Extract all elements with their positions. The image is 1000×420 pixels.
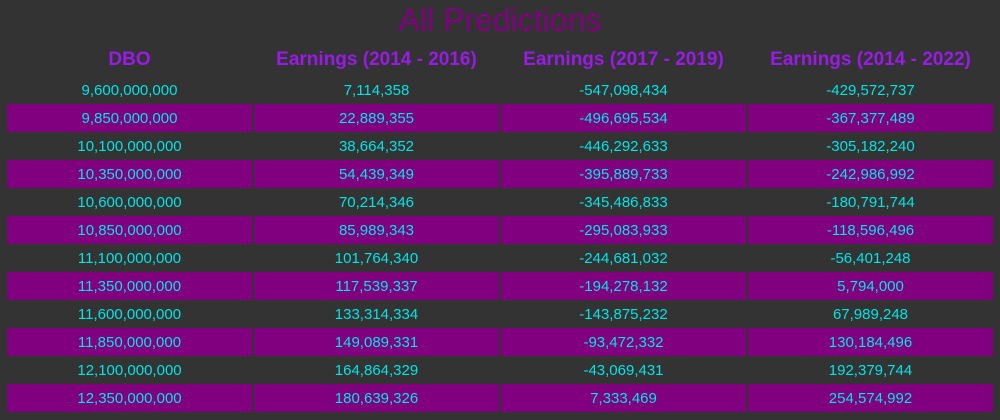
earnings-2017-2019-cell: -496,695,534 (501, 104, 746, 132)
earnings-2014-2022-cell: 67,989,248 (832, 305, 909, 323)
table-header: DBO Earnings (2014 - 2016) Earnings (201… (7, 44, 993, 76)
earnings-2014-2016-cell: 133,314,334 (334, 305, 419, 323)
table-row: 12,100,000,000 164,864,329 -43,069,431 192,… (7, 356, 993, 384)
earnings-2017-2019-cell: -93,472,332 (501, 328, 746, 356)
earnings-2014-2016-cell: 117,539,337 (254, 272, 499, 300)
table-row: 10,350,000,000 54,439,349 -395,889,733 -242… (7, 160, 993, 188)
predictions-table: DBO Earnings (2014 - 2016) Earnings (201… (5, 44, 995, 412)
dbo-cell: 12,350,000,000 (7, 384, 252, 412)
earnings-2017-2019-cell: 7,333,469 (501, 384, 746, 412)
dbo-cell: 11,350,000,000 (7, 272, 252, 300)
earnings-2014-2022-cell: -305,182,240 (826, 137, 915, 155)
table-row: 11,100,000,000 101,764,340 -244,681,032 -56… (7, 244, 993, 272)
earnings-2014-2022-cell: -429,572,737 (826, 81, 915, 99)
dbo-cell: 10,850,000,000 (7, 216, 252, 244)
earnings-2014-2016-cell: 101,764,340 (334, 249, 419, 267)
table-row: 12,350,000,000 180,639,326 7,333,469 254,57… (7, 384, 993, 412)
earnings-2014-2022-cell: 254,574,992 (748, 384, 993, 412)
header-row: DBO Earnings (2014 - 2016) Earnings (201… (7, 44, 993, 76)
table-row: 9,600,000,000 7,114,358 -547,098,434 -429,5… (7, 76, 993, 104)
column-header-dbo: DBO (108, 49, 151, 70)
earnings-2017-2019-cell: -295,083,933 (501, 216, 746, 244)
dbo-cell: 10,600,000,000 (77, 193, 182, 211)
earnings-2017-2019-cell: -446,292,633 (579, 137, 668, 155)
predictions-table-container: DBO Earnings (2014 - 2016) Earnings (201… (5, 44, 995, 412)
dbo-cell: 10,100,000,000 (77, 137, 182, 155)
table-row: 10,850,000,000 85,989,343 -295,083,933 -118… (7, 216, 993, 244)
table-row: 11,350,000,000 117,539,337 -194,278,132 5,7… (7, 272, 993, 300)
dbo-cell: 11,100,000,000 (77, 249, 182, 267)
table-row: 10,600,000,000 70,214,346 -345,486,833 -180… (7, 188, 993, 216)
table-row: 11,600,000,000 133,314,334 -143,875,232 67,… (7, 300, 993, 328)
earnings-2014-2022-cell: 192,379,744 (828, 361, 913, 379)
earnings-2014-2016-cell: 7,114,358 (343, 81, 410, 99)
earnings-2014-2016-cell: 38,664,352 (338, 137, 415, 155)
earnings-2014-2022-cell: -118,596,496 (748, 216, 993, 244)
table-row: 11,850,000,000 149,089,331 -93,472,332 130,… (7, 328, 993, 356)
earnings-2014-2016-cell: 22,889,355 (254, 104, 499, 132)
table-row: 9,850,000,000 22,889,355 -496,695,534 -367,… (7, 104, 993, 132)
page-title: All Predictions (398, 2, 602, 38)
earnings-2017-2019-cell: -395,889,733 (501, 160, 746, 188)
column-header-earnings-2017-2019: Earnings (2017 - 2019) (523, 49, 724, 70)
earnings-2014-2022-cell: 130,184,496 (748, 328, 993, 356)
earnings-2017-2019-cell: -244,681,032 (579, 249, 668, 267)
table-body: 9,600,000,000 7,114,358 -547,098,434 -429,5… (7, 76, 993, 412)
earnings-2014-2016-cell: 180,639,326 (254, 384, 499, 412)
dbo-cell: 12,100,000,000 (77, 361, 182, 379)
dbo-cell: 11,600,000,000 (77, 305, 182, 323)
earnings-2014-2022-cell: -242,986,992 (748, 160, 993, 188)
table-row: 10,100,000,000 38,664,352 -446,292,633 -305… (7, 132, 993, 160)
dbo-cell: 9,600,000,000 (81, 81, 178, 99)
earnings-2014-2022-cell: -56,401,248 (830, 249, 911, 267)
earnings-2017-2019-cell: -547,098,434 (579, 81, 668, 99)
earnings-2014-2022-cell: 5,794,000 (748, 272, 993, 300)
earnings-2014-2022-cell: -367,377,489 (748, 104, 993, 132)
earnings-2017-2019-cell: -143,875,232 (579, 305, 668, 323)
earnings-2014-2016-cell: 70,214,346 (338, 193, 415, 211)
earnings-2014-2016-cell: 149,089,331 (254, 328, 499, 356)
column-header-earnings-2014-2016: Earnings (2014 - 2016) (276, 49, 477, 70)
earnings-2017-2019-cell: -194,278,132 (501, 272, 746, 300)
dbo-cell: 9,850,000,000 (7, 104, 252, 132)
earnings-2017-2019-cell: -43,069,431 (583, 361, 664, 379)
earnings-2017-2019-cell: -345,486,833 (579, 193, 668, 211)
earnings-2014-2022-cell: -180,791,744 (826, 193, 915, 211)
earnings-2014-2016-cell: 164,864,329 (334, 361, 419, 379)
dbo-cell: 10,350,000,000 (7, 160, 252, 188)
column-header-earnings-2014-2022: Earnings (2014 - 2022) (770, 49, 971, 70)
dbo-cell: 11,850,000,000 (7, 328, 252, 356)
earnings-2014-2016-cell: 85,989,343 (254, 216, 499, 244)
earnings-2014-2016-cell: 54,439,349 (254, 160, 499, 188)
